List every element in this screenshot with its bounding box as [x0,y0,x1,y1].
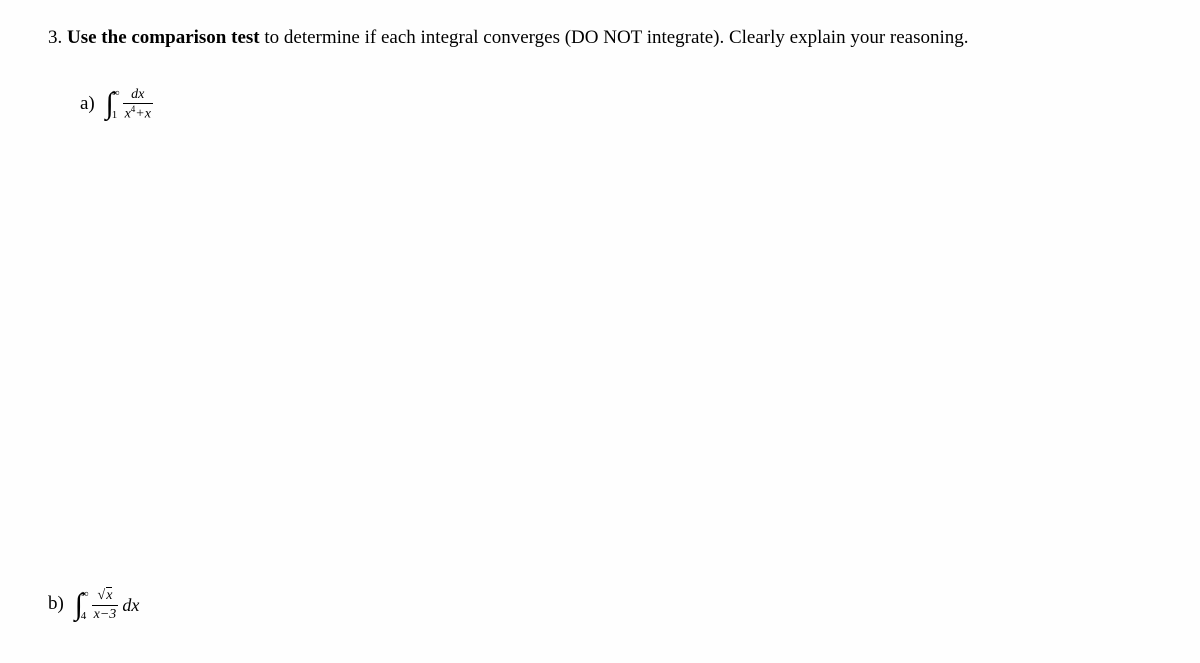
dx-b: dx [122,595,139,616]
fraction-b: √x x−3 [92,588,119,622]
denominator-b: x−3 [92,607,119,622]
integral-sign-icon: ∫ [106,89,114,119]
part-a: a) ∫ ∞ 1 dx x4+x [80,87,1160,122]
question-rest: to determine if each integral converges … [260,27,969,48]
fraction-line-a [123,103,153,104]
question-bold: Use the comparison test [67,27,260,48]
numerator-a: dx [129,87,146,102]
den-plus-x: +x [135,107,151,122]
integral-a: ∫ ∞ 1 dx x4+x [106,87,153,122]
integral-b: ∫ ∞ 4 √x x−3 dx [75,588,140,622]
question-number: 3. [48,27,62,48]
part-b: b) ∫ ∞ 4 √x x−3 dx [48,588,139,622]
question-text: 3. Use the comparison test to determine … [48,26,1160,51]
numerator-b: √x [96,588,115,603]
part-a-label: a) [80,93,95,114]
sqrt-icon: √ [98,588,106,603]
part-b-label: b) [48,593,64,614]
fraction-a: dx x4+x [123,87,153,122]
denominator-a: x4+x [123,105,153,122]
sqrt-x: x [106,587,112,603]
fraction-line-b [92,605,119,606]
integral-sign-icon: ∫ [75,590,83,620]
